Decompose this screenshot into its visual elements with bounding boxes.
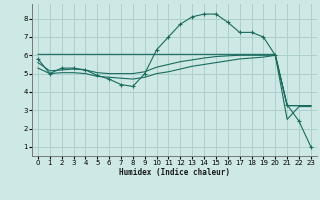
X-axis label: Humidex (Indice chaleur): Humidex (Indice chaleur) [119,168,230,177]
